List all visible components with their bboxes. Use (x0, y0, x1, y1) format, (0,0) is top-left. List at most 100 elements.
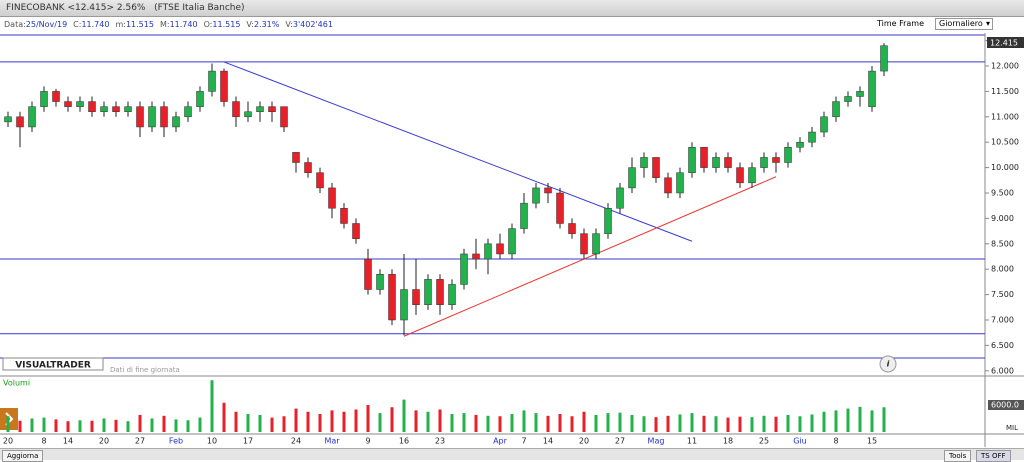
candle-body (196, 91, 204, 107)
volume-bar (762, 415, 766, 432)
volume-bar (882, 407, 886, 432)
candle-body (556, 192, 564, 224)
volume-bar (6, 416, 10, 432)
volume-bar (702, 415, 706, 432)
candle-body (316, 172, 324, 189)
select-arrow: ▾ (985, 19, 990, 28)
time-frame-select[interactable]: Giornaliero ▾ (935, 18, 993, 30)
time-frame: Giornaliero (939, 19, 983, 28)
y-tick-label: 9.500 (991, 189, 1014, 198)
candle-body (376, 274, 384, 290)
candle-body (856, 91, 864, 97)
info-label: M: (159, 20, 170, 29)
volume-bar (714, 416, 718, 432)
volume-bar (486, 415, 490, 432)
volume-bar (558, 414, 562, 432)
candle-body (784, 147, 792, 163)
candle-body (760, 157, 768, 168)
candle-body (304, 162, 312, 173)
candle-body (268, 106, 276, 112)
info-icon-glyph: i (887, 360, 890, 369)
volume-bar (666, 415, 670, 432)
y-tick-label: 12.000 (991, 62, 1019, 71)
candle-body (532, 187, 540, 204)
y-tick-label: 10.500 (991, 138, 1019, 147)
candle-body (688, 147, 696, 173)
exchange: MIL (1006, 424, 1018, 432)
refresh-button[interactable]: Aggiorna (2, 450, 44, 462)
x-tick-label: 14 (543, 437, 553, 446)
candle-body (616, 187, 624, 209)
candle-body (220, 70, 228, 102)
candle-body (820, 116, 828, 133)
candle-body (640, 157, 648, 168)
title-bar: FINECOBANK <12.415> 2.56% (FTSE Italia B… (0, 0, 1024, 17)
tick-bg (988, 400, 1024, 410)
candle-body (580, 233, 588, 255)
candle-body (256, 106, 264, 112)
last-price-badge (987, 37, 1024, 48)
index: (FTSE Italia Banche) (154, 3, 245, 13)
volume-bar (534, 413, 538, 432)
x-tick-label: 20 (3, 437, 13, 446)
volume-bar (90, 420, 94, 432)
x-tick-label: 10 (207, 437, 217, 446)
volume-bar (378, 413, 382, 432)
volume-bar (738, 416, 742, 432)
candle-body (292, 152, 300, 163)
volume-bar (186, 420, 190, 432)
volume-bar (858, 406, 862, 432)
x-tick-label: Mag (648, 437, 665, 446)
x-tick-label: 23 (435, 437, 445, 446)
info-value: 3'402'461 (292, 20, 333, 29)
last-price: 12.415 (990, 39, 1018, 48)
volume-bar (30, 418, 34, 432)
info-value: 11.515 (125, 20, 154, 29)
info-label: m: (115, 20, 126, 29)
candle-body (88, 101, 96, 112)
candle-body (244, 111, 252, 118)
volume-bar (54, 419, 58, 432)
x-tick-label: Apr (493, 437, 508, 446)
volume-bar (126, 421, 130, 432)
volume-bar (510, 414, 514, 432)
x-tick-label: Mar (324, 437, 340, 446)
volume-bar (522, 410, 526, 432)
candle-body (340, 207, 348, 224)
ts-button[interactable]: TS OFF (976, 450, 1011, 462)
x-tick-label: Giu (793, 437, 807, 446)
candle-body (460, 253, 468, 285)
candle-body (424, 279, 432, 306)
x-tick-label: 8 (833, 437, 838, 446)
candle-body (868, 70, 876, 107)
volume-bar (258, 414, 262, 432)
info-value: 11.740 (81, 20, 110, 29)
candle-body (148, 106, 156, 128)
candle-body (712, 157, 720, 168)
volume-bar (546, 415, 550, 432)
y-tick-label: 11.000 (991, 112, 1019, 121)
volume-bar (306, 411, 310, 432)
candle-body (136, 106, 144, 128)
y-tick-label: 9.000 (991, 214, 1014, 223)
x-tick-label: 27 (135, 437, 145, 446)
tools-button[interactable]: Tools (944, 450, 972, 462)
y-tick-label: 6.500 (991, 341, 1014, 350)
volume-bar (246, 414, 250, 432)
x-tick-label: 16 (399, 437, 409, 446)
candle-body (352, 223, 360, 239)
symbol: FINECOBANK <12.415> 2.56% (6, 3, 146, 13)
candle-body (544, 187, 552, 194)
volume-bar (174, 419, 178, 432)
volume-bar (834, 410, 838, 432)
info-icon[interactable] (879, 355, 897, 373)
candle-body (604, 207, 612, 234)
volume-bar (162, 415, 166, 432)
x-tick-label: 17 (243, 437, 253, 446)
candle-body (796, 141, 804, 148)
candle-body (400, 289, 408, 321)
candle-body (388, 274, 396, 321)
x-tick-label: 20 (99, 437, 109, 446)
volume-bar (618, 412, 622, 432)
